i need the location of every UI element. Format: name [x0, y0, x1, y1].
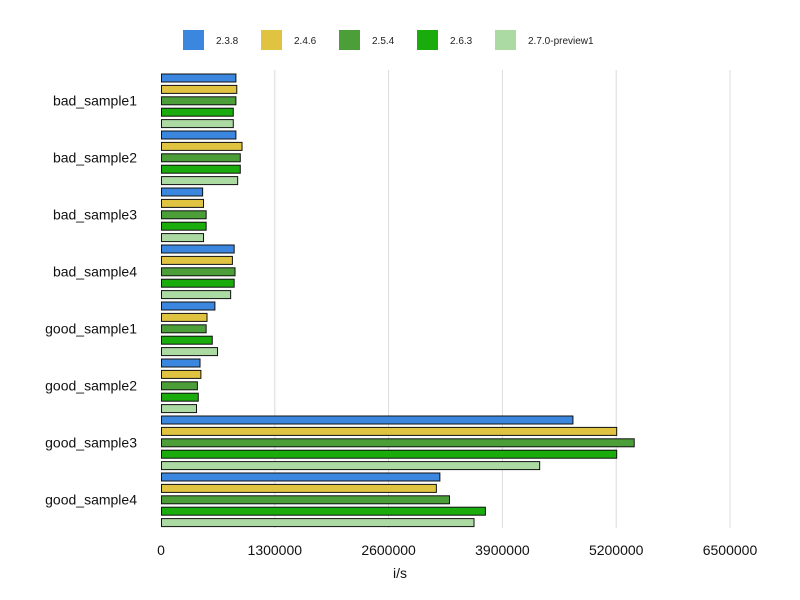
x-tick-label-1: 1300000: [248, 542, 303, 558]
category-labels: bad_sample1 bad_sample2 bad_sample3 bad_sam…: [45, 93, 137, 508]
bar-good-sample2-2-7-0-preview1: [161, 404, 198, 414]
category-label-bad-sample4: bad_sample4: [53, 264, 137, 280]
bar-good-sample2-2-3-8: [161, 358, 201, 368]
bar-good-sample4-2-3-8: [161, 472, 441, 482]
legend-label-2-4-6: 2.4.6: [294, 36, 317, 47]
legend: 2.3.8 2.4.6 2.5.4 2.6.3 2.7.0-preview1: [183, 30, 594, 50]
legend-swatch-2-4-6: [261, 30, 282, 50]
bar-bad-sample1-2-3-8: [161, 73, 237, 83]
x-tick-label-2: 2600000: [361, 542, 416, 558]
bar-bad-sample1-2-5-4: [161, 96, 237, 106]
bar-bad-sample4-2-4-6: [161, 255, 233, 265]
bar-bad-sample4-2-5-4: [161, 267, 236, 277]
bar-bad-sample4-2-7-0-preview1: [161, 290, 232, 300]
x-axis-label: i/s: [393, 565, 407, 581]
legend-swatch-2-5-4: [339, 30, 360, 50]
x-tick-label-0: 0: [157, 542, 165, 558]
legend-swatch-2-7-0-preview1: [495, 30, 516, 50]
x-tick-label-5: 6500000: [703, 542, 758, 558]
legend-label-2-3-8: 2.3.8: [216, 36, 239, 47]
bar-bad-sample4-2-3-8: [161, 244, 235, 254]
bar-bad-sample3-2-7-0-preview1: [161, 233, 205, 243]
bar-good-sample2-2-6-3: [161, 392, 199, 402]
bar-good-sample2-2-4-6: [161, 369, 202, 379]
bar-bad-sample3-2-4-6: [161, 198, 205, 208]
bar-bad-sample1-2-6-3: [161, 107, 234, 117]
bars: [161, 73, 635, 528]
grid-lines: [274, 70, 731, 528]
bar-good-sample1-2-5-4: [161, 324, 207, 334]
legend-label-2-7-0-preview1: 2.7.0-preview1: [528, 36, 594, 47]
bar-bad-sample2-2-7-0-preview1: [161, 176, 239, 186]
bar-bad-sample1-2-7-0-preview1: [161, 119, 234, 129]
category-label-good-sample4: good_sample4: [45, 492, 137, 508]
x-tick-labels: 0 1300000 2600000 3900000 5200000 6500000: [157, 542, 757, 558]
legend-label-2-6-3: 2.6.3: [450, 36, 473, 47]
bar-good-sample3-2-4-6: [161, 426, 618, 436]
category-label-good-sample3: good_sample3: [45, 435, 137, 451]
x-tick-label-3: 3900000: [475, 542, 530, 558]
bar-bad-sample3-2-6-3: [161, 221, 207, 231]
bar-good-sample1-2-3-8: [161, 301, 216, 311]
legend-swatch-2-3-8: [183, 30, 204, 50]
bar-bad-sample1-2-4-6: [161, 84, 238, 94]
bar-bad-sample2-2-5-4: [161, 153, 241, 163]
bar-good-sample4-2-7-0-preview1: [161, 518, 475, 528]
bar-good-sample1-2-4-6: [161, 312, 208, 322]
bar-bad-sample2-2-6-3: [161, 164, 241, 174]
bar-good-sample2-2-5-4: [161, 381, 198, 391]
legend-label-2-5-4: 2.5.4: [372, 36, 395, 47]
bar-good-sample3-2-5-4: [161, 438, 635, 448]
x-tick-label-4: 5200000: [589, 542, 644, 558]
category-label-bad-sample1: bad_sample1: [53, 93, 137, 109]
bar-bad-sample4-2-6-3: [161, 278, 235, 288]
bar-good-sample3-2-6-3: [161, 449, 618, 459]
bar-good-sample4-2-5-4: [161, 495, 451, 505]
category-label-good-sample1: good_sample1: [45, 321, 137, 337]
bar-good-sample4-2-4-6: [161, 483, 437, 493]
bar-bad-sample2-2-4-6: [161, 141, 243, 151]
bar-good-sample3-2-3-8: [161, 415, 574, 425]
category-label-good-sample2: good_sample2: [45, 378, 137, 394]
bar-bad-sample2-2-3-8: [161, 130, 237, 140]
category-label-bad-sample3: bad_sample3: [53, 207, 137, 223]
category-label-bad-sample2: bad_sample2: [53, 150, 137, 166]
bar-good-sample3-2-7-0-preview1: [161, 461, 541, 471]
bar-good-sample1-2-7-0-preview1: [161, 347, 219, 357]
bar-bad-sample3-2-5-4: [161, 210, 207, 220]
legend-swatch-2-6-3: [417, 30, 438, 50]
bar-bad-sample3-2-3-8: [161, 187, 204, 197]
bar-good-sample4-2-6-3: [161, 506, 486, 516]
bar-good-sample1-2-6-3: [161, 335, 213, 345]
